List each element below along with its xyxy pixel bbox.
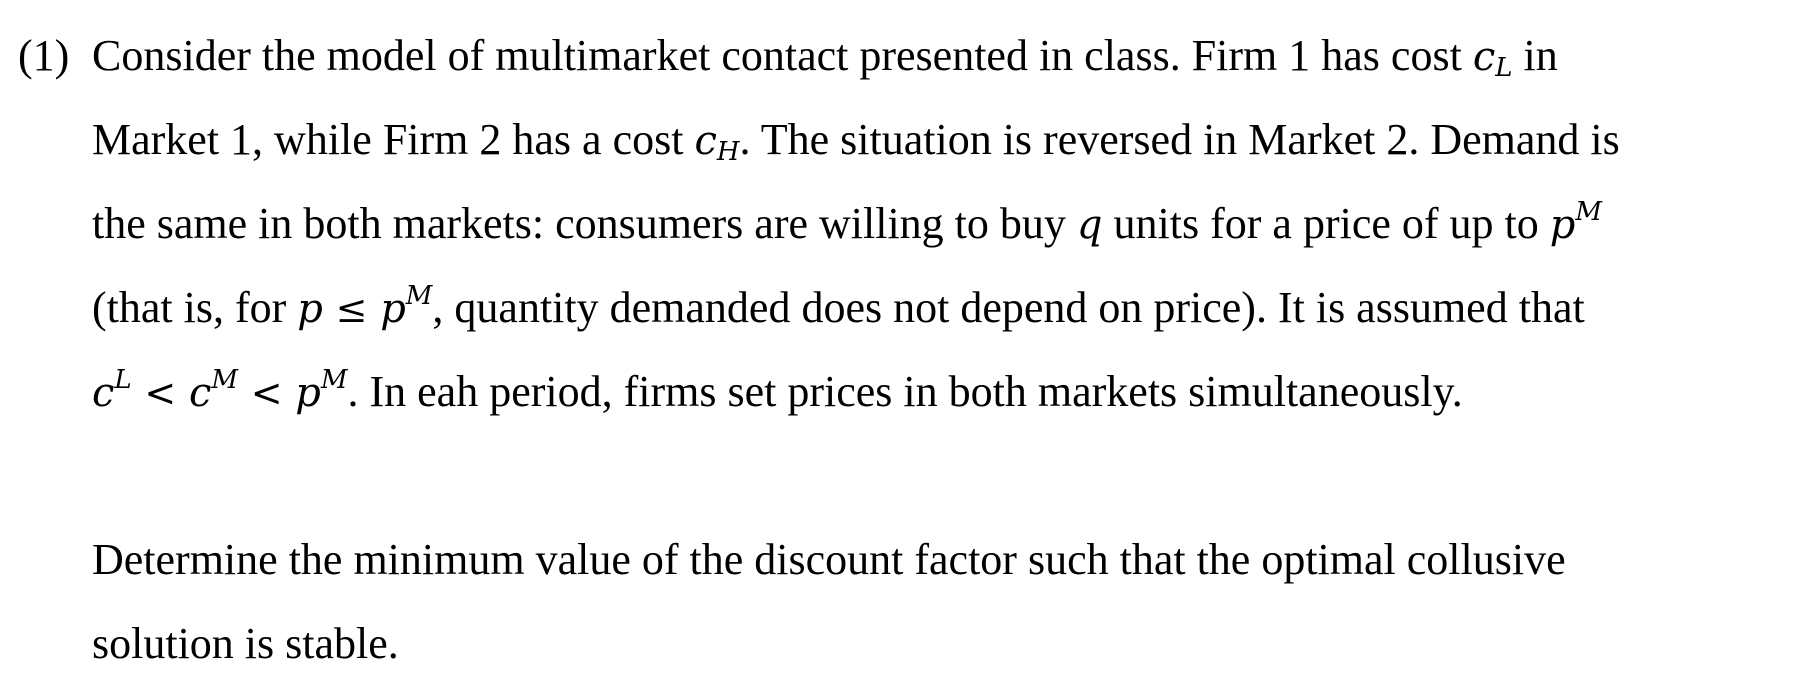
statement-line: cL < cM < pM. In eah period, firms set p… <box>92 365 1463 416</box>
statement-line: Market 1, while Firm 2 has a cost cH. Th… <box>92 115 1620 167</box>
statement-line: the same in both markets: consumers are … <box>92 197 1602 248</box>
problem-statement: Consider the model of multimarket contac… <box>92 14 1788 434</box>
math-q: q <box>1076 202 1103 248</box>
math-inequality: cL < cM < pM <box>92 365 348 416</box>
math-p-M: pM <box>1549 197 1602 248</box>
task-line: Determine the minimum value of the disco… <box>92 535 1566 584</box>
statement-line: (that is, for p ≤ pM, quantity demanded … <box>92 281 1585 332</box>
math-c-H: cH <box>694 118 740 167</box>
math-p-leq-pM: p ≤ pM <box>297 281 433 332</box>
task-line: solution is stable. <box>92 619 399 668</box>
task-statement: Determine the minimum value of the disco… <box>92 518 1788 686</box>
statement-line: Consider the model of multimarket contac… <box>92 31 1558 83</box>
math-c-L: cL <box>1472 34 1513 83</box>
question-number: (1) <box>18 31 70 80</box>
